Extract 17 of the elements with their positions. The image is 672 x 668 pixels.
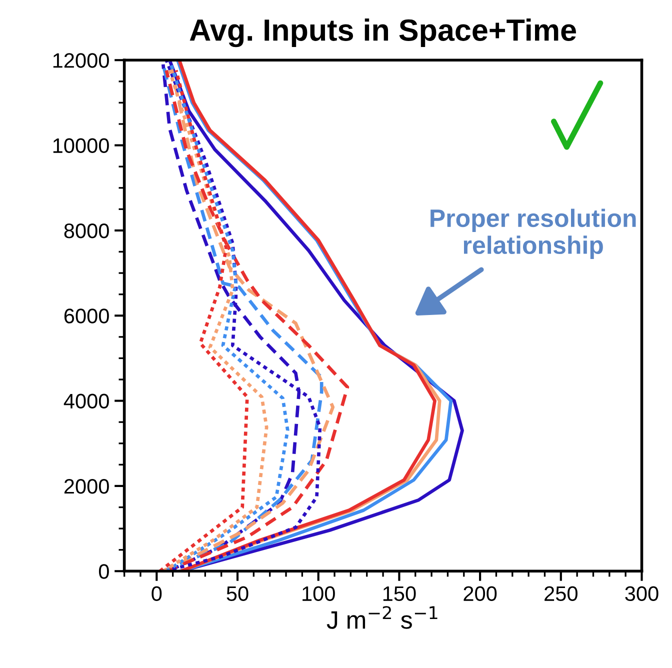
- annotation: Proper resolution relationship: [430, 208, 636, 259]
- y-tick-label: 2000: [64, 478, 109, 494]
- y-tick-label: 12000: [53, 53, 109, 68]
- chart-title: Avg. Inputs in Space+Time: [190, 18, 576, 48]
- x-tick-label: 50: [226, 586, 248, 602]
- x-tick-label: 250: [544, 586, 578, 602]
- x-tick-label: 0: [152, 586, 162, 602]
- y-tick-label: 0: [98, 564, 109, 579]
- x-tick-label: 150: [383, 586, 416, 602]
- y-tick-label: 8000: [64, 223, 109, 238]
- x-tick-label: 300: [625, 586, 658, 602]
- x-tick-label: 200: [464, 586, 497, 602]
- x-axis-title: J m$^{−2}$ s$^{−1}$: [326, 606, 438, 629]
- y-tick-label: 4000: [64, 394, 109, 409]
- x-tick-label: 100: [302, 586, 335, 602]
- y-tick-label: 6000: [64, 308, 109, 324]
- y-tick-label: 10000: [53, 138, 109, 154]
